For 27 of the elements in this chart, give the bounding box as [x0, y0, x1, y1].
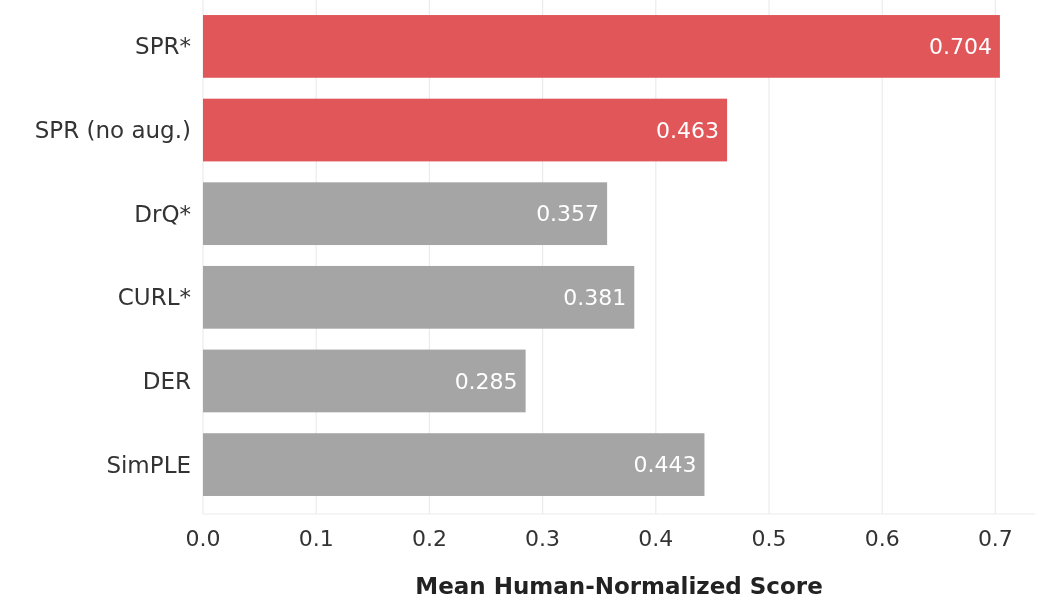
x-tick-label: 0.6 [864, 526, 900, 551]
data-label: 0.463 [656, 117, 720, 143]
x-tick-label: 0.3 [525, 526, 561, 551]
y-tick-label: DER [142, 368, 192, 395]
x-tick-label: 0.4 [638, 526, 674, 551]
x-axis-title: Mean Human-Normalized Score [415, 573, 823, 599]
data-label: 0.285 [454, 368, 518, 394]
bar [203, 98, 728, 162]
bar [203, 265, 635, 329]
y-tick-label: CURL* [117, 284, 191, 311]
y-tick-label: SPR* [135, 33, 191, 60]
y-tick-label: DrQ* [134, 200, 191, 227]
bar [203, 182, 608, 246]
data-label: 0.704 [928, 34, 992, 60]
data-label: 0.381 [563, 285, 627, 311]
data-label: 0.357 [536, 201, 600, 227]
bar [203, 433, 705, 496]
y-tick-label: SPR (no aug.) [34, 117, 191, 144]
data-label: 0.443 [633, 452, 697, 478]
x-tick-label: 0.0 [185, 526, 221, 551]
x-tick-label: 0.1 [298, 526, 334, 551]
bar [203, 15, 1000, 78]
bar [203, 349, 526, 413]
y-tick-label: SimPLE [106, 451, 191, 478]
x-tick-label: 0.7 [977, 526, 1013, 551]
x-tick-label: 0.5 [751, 526, 787, 551]
x-tick-label: 0.2 [411, 526, 447, 551]
